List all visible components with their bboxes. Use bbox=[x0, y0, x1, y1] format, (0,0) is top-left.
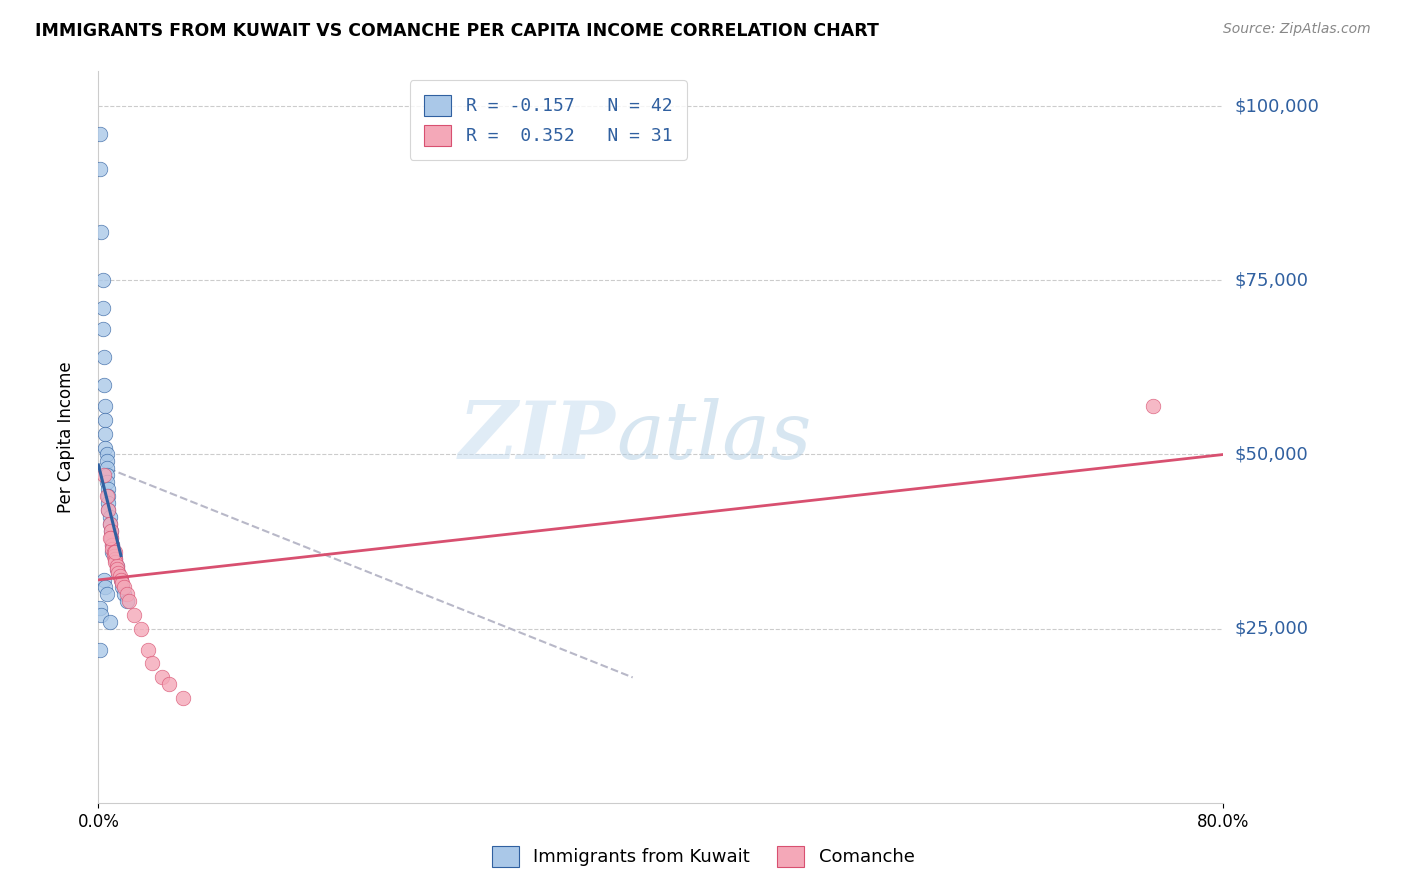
Y-axis label: Per Capita Income: Per Capita Income bbox=[56, 361, 75, 513]
Point bbox=[91, 301, 114, 316]
Point bbox=[94, 412, 117, 426]
Point bbox=[93, 573, 115, 587]
Point bbox=[96, 489, 118, 503]
Point bbox=[110, 573, 132, 587]
Point bbox=[100, 531, 122, 545]
Point bbox=[115, 594, 138, 608]
Point bbox=[98, 517, 121, 532]
Point bbox=[1142, 399, 1164, 413]
Point bbox=[89, 161, 111, 176]
Point bbox=[103, 545, 125, 559]
Point bbox=[122, 607, 145, 622]
Point bbox=[105, 562, 128, 576]
Point bbox=[108, 569, 131, 583]
Point bbox=[150, 670, 173, 684]
Point bbox=[110, 573, 132, 587]
Point bbox=[90, 607, 112, 622]
Point bbox=[101, 538, 124, 552]
Point bbox=[96, 475, 118, 490]
Text: $25,000: $25,000 bbox=[1234, 620, 1309, 638]
Text: $50,000: $50,000 bbox=[1234, 445, 1308, 464]
Legend: R = -0.157   N = 42, R =  0.352   N = 31: R = -0.157 N = 42, R = 0.352 N = 31 bbox=[409, 80, 688, 160]
Point bbox=[104, 552, 127, 566]
Point bbox=[104, 545, 127, 559]
Point bbox=[101, 541, 124, 556]
Text: atlas: atlas bbox=[616, 399, 811, 475]
Text: IMMIGRANTS FROM KUWAIT VS COMANCHE PER CAPITA INCOME CORRELATION CHART: IMMIGRANTS FROM KUWAIT VS COMANCHE PER C… bbox=[35, 22, 879, 40]
Point bbox=[96, 587, 118, 601]
Point bbox=[105, 562, 128, 576]
Point bbox=[101, 538, 124, 552]
Point bbox=[93, 377, 115, 392]
Text: ZIP: ZIP bbox=[458, 399, 616, 475]
Point bbox=[129, 622, 152, 636]
Point bbox=[136, 642, 159, 657]
Point bbox=[98, 517, 121, 532]
Point bbox=[172, 691, 194, 706]
Point bbox=[97, 503, 120, 517]
Point bbox=[96, 448, 118, 462]
Text: $100,000: $100,000 bbox=[1234, 97, 1319, 115]
Point bbox=[111, 576, 134, 591]
Point bbox=[157, 677, 180, 691]
Point bbox=[111, 580, 134, 594]
Point bbox=[98, 615, 121, 629]
Point bbox=[98, 510, 121, 524]
Point bbox=[112, 580, 135, 594]
Point bbox=[105, 558, 128, 573]
Point bbox=[105, 558, 128, 573]
Point bbox=[89, 642, 111, 657]
Point bbox=[115, 587, 138, 601]
Point bbox=[97, 483, 120, 497]
Legend: Immigrants from Kuwait, Comanche: Immigrants from Kuwait, Comanche bbox=[485, 838, 921, 874]
Point bbox=[91, 322, 114, 336]
Text: Source: ZipAtlas.com: Source: ZipAtlas.com bbox=[1223, 22, 1371, 37]
Point bbox=[104, 552, 127, 566]
Point bbox=[89, 600, 111, 615]
Point bbox=[94, 580, 117, 594]
Point bbox=[94, 399, 117, 413]
Point bbox=[94, 426, 117, 441]
Point bbox=[107, 566, 129, 580]
Point bbox=[118, 594, 141, 608]
Point bbox=[91, 273, 114, 287]
Point bbox=[94, 441, 117, 455]
Point bbox=[96, 461, 118, 475]
Point bbox=[93, 350, 115, 364]
Point bbox=[112, 587, 135, 601]
Point bbox=[104, 556, 127, 570]
Point bbox=[97, 503, 120, 517]
Point bbox=[107, 566, 129, 580]
Point bbox=[97, 496, 120, 510]
Point bbox=[100, 531, 122, 545]
Text: $75,000: $75,000 bbox=[1234, 271, 1309, 289]
Point bbox=[101, 545, 124, 559]
Point bbox=[97, 489, 120, 503]
Point bbox=[98, 531, 121, 545]
Point bbox=[103, 549, 125, 563]
Point bbox=[96, 468, 118, 483]
Point bbox=[100, 524, 122, 538]
Point bbox=[96, 454, 118, 468]
Point bbox=[100, 524, 122, 538]
Point bbox=[141, 657, 163, 671]
Point bbox=[90, 225, 112, 239]
Point bbox=[93, 468, 115, 483]
Point bbox=[89, 127, 111, 141]
